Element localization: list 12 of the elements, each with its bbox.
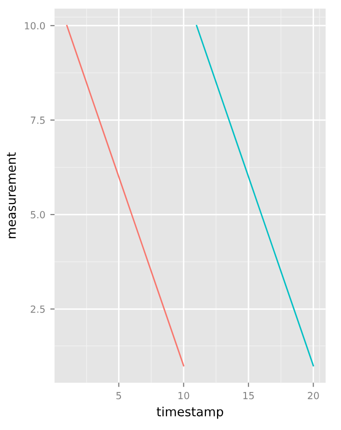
y-axis-title: measurement	[6, 152, 16, 238]
y-tick-label: 2.5	[30, 305, 45, 313]
x-tick-label: 15	[243, 392, 254, 400]
x-tick-label: 10	[178, 392, 190, 400]
x-axis-title: timestamp	[156, 406, 224, 419]
line-series	[66, 24, 184, 366]
y-tick-label: 5.0	[30, 211, 45, 218]
line-series	[196, 24, 314, 366]
x-tick-label: 20	[308, 392, 319, 400]
y-tick-label: 10.0	[24, 22, 45, 30]
y-tick-label: 7.5	[30, 116, 45, 124]
x-tick-label: 5	[116, 392, 122, 400]
